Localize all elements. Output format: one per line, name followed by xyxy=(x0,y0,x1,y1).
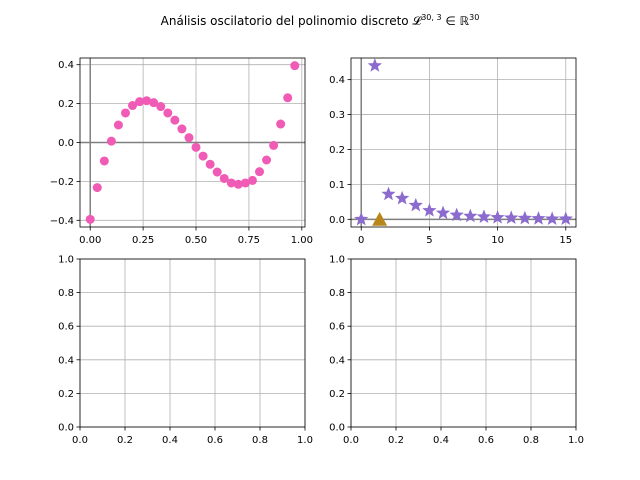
data-point-star xyxy=(476,209,492,223)
data-point-star xyxy=(463,208,478,223)
x-tick-label: 15 xyxy=(559,235,572,246)
x-tick-label: 0.8 xyxy=(523,435,539,446)
data-point-circle xyxy=(191,142,201,152)
panel-bottom-right: 0.0 0.2 0.4 0.6 0.8 1.0 0.0 0.2 0.4 0.6 0.8 1.0 xyxy=(329,255,584,447)
y-tick-label: 0.2 xyxy=(58,389,74,400)
x-tick-label: 0.75 xyxy=(238,235,260,246)
data-point-circle xyxy=(170,115,180,125)
data-point-circle xyxy=(262,155,272,165)
y-tick-label: 0.8 xyxy=(329,288,345,299)
data-point-circle xyxy=(99,156,109,166)
y-tick-label: 0.0 xyxy=(58,138,74,149)
data-point-circle xyxy=(219,173,229,183)
data-point-circle xyxy=(255,167,265,177)
x-tick-label: 5 xyxy=(426,235,432,246)
panel-top-left: 0.00 0.25 0.50 0.75 1.00 −0.4 −0.2 0.0 0.2 0.4 xyxy=(50,57,313,246)
data-point-circle xyxy=(156,102,166,112)
y-tick-label: −0.2 xyxy=(50,177,74,188)
y-tick-label: 0.0 xyxy=(329,423,345,434)
y-tick-label: 0.4 xyxy=(329,355,345,366)
data-point-circle xyxy=(269,140,279,150)
data-point-star xyxy=(558,211,573,226)
data-point-circle xyxy=(283,93,293,103)
data-point-circle xyxy=(120,108,130,118)
y-tick-label: 0.8 xyxy=(58,288,74,299)
x-tick-label: 0.6 xyxy=(478,435,494,446)
data-point-star xyxy=(422,203,437,217)
y-tick-label: 0.3 xyxy=(329,110,345,121)
y-tick-label: 0.4 xyxy=(58,355,74,366)
x-tick-label: 0.00 xyxy=(79,235,101,246)
y-tick-label: 0.4 xyxy=(58,60,74,71)
data-point-star xyxy=(517,210,532,225)
data-point-circle xyxy=(233,179,243,189)
panel-bottom-left: 0.0 0.2 0.4 0.6 0.8 1.0 0.0 0.2 0.4 0.6 0.8 1.0 xyxy=(58,255,313,447)
data-point-circle xyxy=(226,178,236,188)
data-point-circle xyxy=(212,167,222,177)
data-point-circle xyxy=(240,178,250,188)
x-tick-label: 0.0 xyxy=(72,435,88,446)
x-tick-label: 0.2 xyxy=(117,435,133,446)
y-tick-label: 0.1 xyxy=(329,180,345,191)
data-point-circle xyxy=(149,98,159,108)
x-tick-label: 0 xyxy=(358,235,364,246)
y-tick-label: 0.2 xyxy=(329,389,345,400)
x-tick-label: 0.4 xyxy=(162,435,178,446)
y-tick-label: 1.0 xyxy=(329,255,345,266)
data-point-circle xyxy=(142,96,152,106)
data-point-star xyxy=(367,58,382,72)
data-point-circle xyxy=(92,183,102,193)
data-point-star xyxy=(395,190,410,205)
data-point-circle xyxy=(184,133,194,143)
y-tick-label: 0.4 xyxy=(329,75,345,86)
data-point-star xyxy=(531,211,546,225)
y-tick-label: 0.6 xyxy=(58,322,74,333)
data-point-star xyxy=(408,197,423,212)
data-point-circle xyxy=(135,97,145,107)
data-point-circle xyxy=(128,101,138,111)
x-tick-label: 1.0 xyxy=(297,435,313,446)
data-point-star xyxy=(354,211,369,226)
data-point-circle xyxy=(113,120,123,130)
axes-frame xyxy=(350,258,577,428)
data-point-circle xyxy=(276,119,286,129)
y-tick-label: 0.2 xyxy=(58,99,74,110)
axes-frame xyxy=(79,258,306,428)
x-tick-label: 0.6 xyxy=(207,435,223,446)
x-tick-label: 1.0 xyxy=(568,435,584,446)
data-point-star xyxy=(435,205,451,220)
x-tick-label: 0.50 xyxy=(185,235,207,246)
y-tick-label: 0.2 xyxy=(329,145,345,156)
axes-frame xyxy=(350,57,577,228)
y-tick-label: 1.0 xyxy=(58,255,74,266)
data-point-triangle xyxy=(372,211,388,226)
data-point-circle xyxy=(177,124,187,134)
data-point-circle xyxy=(198,151,208,161)
data-point-star xyxy=(545,211,560,226)
data-point-star xyxy=(504,210,519,224)
y-tick-label: 0.0 xyxy=(329,215,345,226)
data-point-circle xyxy=(85,214,95,224)
data-point-circle xyxy=(163,108,173,118)
x-tick-label: 0.4 xyxy=(433,435,449,446)
x-tick-label: 10 xyxy=(491,235,504,246)
y-tick-label: 0.6 xyxy=(329,322,345,333)
data-point-circle xyxy=(205,159,215,169)
x-tick-label: 1.00 xyxy=(291,235,313,246)
data-point-star xyxy=(490,210,505,224)
x-tick-label: 0.0 xyxy=(343,435,359,446)
x-tick-label: 0.8 xyxy=(252,435,268,446)
data-point-star xyxy=(381,186,396,201)
x-tick-label: 0.2 xyxy=(388,435,404,446)
x-tick-label: 0.25 xyxy=(132,235,154,246)
data-point-star xyxy=(449,207,464,222)
panel-top-right: 0 5 10 15 0.0 0.1 0.2 0.3 0.4 xyxy=(329,57,577,246)
y-tick-label: −0.4 xyxy=(50,216,74,227)
data-point-circle xyxy=(247,175,257,185)
data-point-circle xyxy=(106,136,116,146)
y-tick-label: 0.0 xyxy=(58,423,74,434)
data-point-circle xyxy=(290,61,300,71)
figure-title: Análisis oscilatorio del polinomio discr… xyxy=(161,13,480,28)
